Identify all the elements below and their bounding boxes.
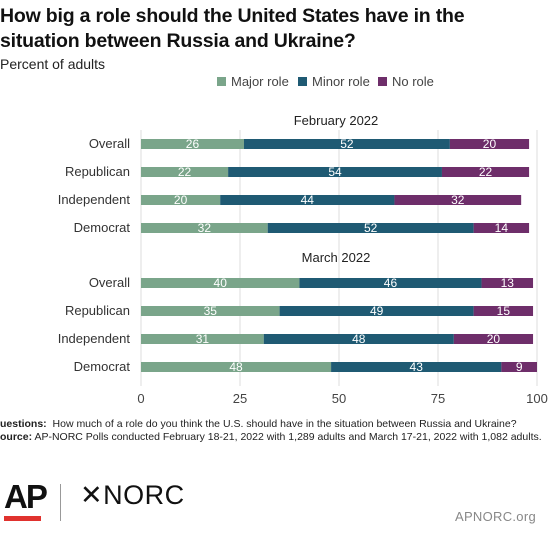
bar-segment: [263, 334, 454, 344]
category-label: Republican: [65, 303, 130, 318]
legend-label-none: No role: [392, 74, 434, 89]
bar-segment: [441, 167, 530, 177]
data-label: 49: [370, 304, 384, 318]
stacked-bar-chart: 0 25 50 75 100 February 2022 Overall 26 52 20 Repu…: [58, 113, 548, 406]
data-label: 13: [501, 276, 515, 290]
questions-label: uestions:: [0, 418, 47, 430]
bar-segment: [141, 362, 332, 372]
bar-segment: [141, 139, 244, 149]
ap-logo-bar: [4, 516, 41, 521]
chart-title: How big a role should the United States …: [0, 5, 465, 52]
category-label: Overall: [89, 136, 130, 151]
data-label: 20: [483, 137, 497, 151]
category-label: Republican: [65, 164, 130, 179]
legend-swatch-major: [217, 77, 226, 86]
data-label: 52: [364, 221, 378, 235]
legend-item-none: No role: [378, 74, 434, 89]
data-label: 20: [487, 332, 501, 346]
data-label: 22: [479, 165, 493, 179]
chart-legend: Major role Minor role No role: [0, 74, 550, 92]
legend-swatch-none: [378, 77, 387, 86]
logo-divider: [60, 484, 61, 521]
x-tick-label: 0: [137, 391, 144, 406]
data-label: 31: [196, 332, 210, 346]
panel-title: March 2022: [302, 250, 371, 265]
data-label: 9: [516, 360, 523, 374]
questions-note: uestions: How much of a role do you thin…: [0, 418, 548, 431]
bar-segment: [228, 167, 442, 177]
bar-segment: [220, 195, 395, 205]
bar-segment: [141, 306, 280, 316]
norc-logo: ✕NORC: [80, 480, 185, 510]
bar-segment: [453, 334, 534, 344]
data-label: 48: [229, 360, 243, 374]
chart-notes: uestions: How much of a role do you thin…: [0, 418, 548, 444]
bar-segment: [243, 139, 450, 149]
source-text: AP-NORC Polls conducted February 18-21, …: [34, 431, 542, 443]
x-tick-label: 50: [332, 391, 346, 406]
legend-label-major: Major role: [231, 74, 289, 89]
legend-swatch-minor: [298, 77, 307, 86]
data-label: 40: [214, 276, 228, 290]
bar-segment: [501, 362, 537, 372]
bar-segment: [481, 278, 534, 288]
bar-segment: [141, 334, 264, 344]
data-label: 32: [198, 221, 212, 235]
chart-subtitle: Percent of adults: [0, 56, 106, 72]
bar-segment: [279, 306, 474, 316]
category-label: Democrat: [74, 220, 131, 235]
data-label: 54: [328, 165, 342, 179]
data-label: 32: [451, 193, 465, 207]
legend-item-major: Major role: [217, 74, 289, 89]
category-label: Independent: [58, 192, 131, 207]
bar-segment: [141, 195, 221, 205]
bar-segment: [449, 139, 530, 149]
ap-logo: AP: [4, 478, 48, 515]
data-label: 20: [174, 193, 188, 207]
panel-title: February 2022: [294, 113, 379, 128]
x-tick-label: 100: [526, 391, 548, 406]
site-url: APNORC.org: [454, 509, 536, 524]
data-label: 52: [340, 137, 354, 151]
bar-segment: [331, 362, 502, 372]
data-label: 44: [301, 193, 315, 207]
bar-segment: [141, 278, 300, 288]
legend-item-minor: Minor role: [298, 74, 370, 89]
data-label: 48: [352, 332, 366, 346]
category-label: Overall: [89, 275, 130, 290]
category-label: Independent: [58, 331, 131, 346]
x-tick-label: 75: [431, 391, 445, 406]
bar-segment: [473, 306, 534, 316]
x-tick-label: 25: [233, 391, 247, 406]
data-label: 15: [497, 304, 511, 318]
data-label: 14: [495, 221, 509, 235]
category-label: Democrat: [74, 359, 131, 374]
bar-segment: [141, 167, 229, 177]
source-note: ource: AP-NORC Polls conducted February …: [0, 431, 548, 444]
bar-segment: [267, 223, 474, 233]
data-label: 46: [384, 276, 398, 290]
data-label: 26: [186, 137, 200, 151]
source-label: ource:: [0, 431, 33, 443]
bar-segment: [473, 223, 530, 233]
legend-label-minor: Minor role: [312, 74, 370, 89]
data-label: 35: [204, 304, 218, 318]
bar-segment: [299, 278, 482, 288]
questions-text: How much of a role do you think the U.S.…: [52, 418, 517, 430]
data-label: 22: [178, 165, 192, 179]
bar-segment: [141, 223, 268, 233]
data-label: 43: [410, 360, 424, 374]
bar-segment: [394, 195, 522, 205]
